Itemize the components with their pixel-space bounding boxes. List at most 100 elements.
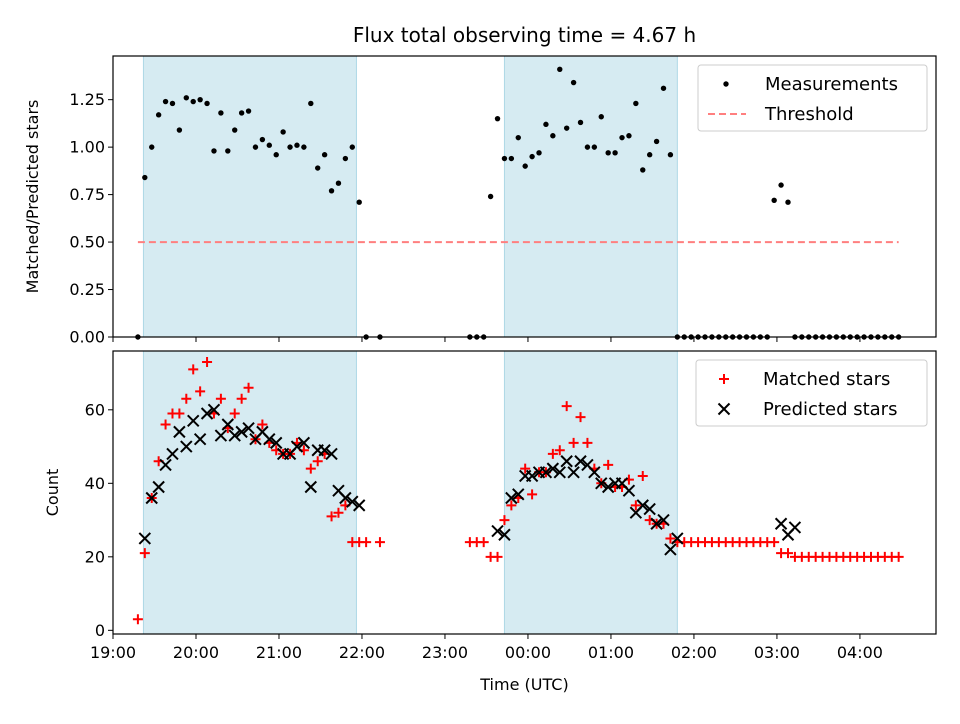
predicted-star-point (228, 429, 241, 442)
measurement-point (218, 110, 224, 116)
bottom-x-ticks: 19:00 20:00 21:00 22:00 23:00 00:00 01:00 02:00… (90, 634, 883, 662)
measurement-point (176, 127, 183, 133)
measurement-point (294, 142, 300, 148)
x-tick-label: 23:00 (422, 643, 468, 662)
matched-star-point (520, 463, 531, 474)
predicted-star-point (553, 466, 566, 479)
predicted-star-point (138, 532, 152, 545)
matched-star-point (478, 537, 489, 548)
y-tick-label: 0.00 (69, 328, 105, 347)
measurement-point (162, 98, 169, 105)
predicted-star-point (339, 491, 352, 505)
measurement-point (259, 136, 266, 143)
measurement-point (245, 108, 252, 114)
measurement-point (149, 144, 155, 150)
matched-star-point (630, 500, 641, 511)
predicted-star-point (774, 517, 788, 530)
shaded-span-0 (143, 56, 357, 337)
measurement-point (660, 85, 667, 91)
predicted-star-point (595, 477, 608, 490)
matched-star-point (326, 511, 337, 522)
predicted-star-point (214, 429, 228, 442)
top-y-ticks: 0.00 0.25 0.50 0.75 1.00 1.25 (69, 90, 113, 347)
predicted-star-point (560, 455, 573, 468)
predicted-star-point (505, 491, 518, 505)
matched-star-point (188, 364, 199, 375)
measurement-point (183, 95, 190, 101)
measurement-point (522, 163, 528, 169)
predicted-star-point (263, 433, 276, 446)
shaded-span-1 (504, 351, 678, 634)
predicted-star-point (788, 521, 802, 534)
chart-title: Flux total observing time = 4.67 h (353, 23, 696, 47)
matched-star-point (499, 515, 510, 526)
measurement-point (342, 155, 349, 162)
bottom-panel: 0 20 40 60 19:00 20:00 21:00 22:00 23:00 00:00 01… (43, 350, 937, 694)
matched-star-point (582, 437, 593, 448)
top-legend: Measurements Threshold (697, 64, 928, 132)
matched-star-point (305, 463, 316, 474)
matched-star-point (139, 548, 150, 559)
x-axis-label: Time (UTC) (479, 675, 568, 694)
measurement-point (204, 100, 210, 107)
measurement-point (225, 148, 231, 154)
measurement-point (308, 100, 314, 107)
legend-swatch-predicted (717, 402, 731, 416)
legend-label: Predicted stars (763, 399, 897, 420)
predicted-star-point (664, 543, 677, 556)
measurement-point (550, 133, 556, 139)
top-x-ticks (112, 337, 861, 342)
measurement-point (605, 150, 611, 156)
predicted-star-point (242, 421, 255, 435)
matched-star-point (568, 437, 579, 448)
predicted-star-point (318, 444, 331, 457)
measurement-point (315, 165, 321, 171)
measurement-point (356, 199, 362, 205)
predicted-star-point (636, 499, 649, 512)
matched-star-point (243, 382, 254, 393)
measurement-point (328, 188, 335, 194)
measurement-point (667, 152, 674, 158)
predicted-star-point (525, 469, 539, 483)
measurement-point (169, 100, 176, 107)
predicted-star-point (346, 495, 359, 508)
matched-star-point (195, 386, 206, 397)
measurement-point (619, 134, 625, 141)
predicted-star-point (297, 436, 311, 450)
predicted-star-point (574, 455, 587, 468)
measurement-point (557, 66, 563, 72)
matched-star-point (160, 419, 171, 430)
predicted-star-point (498, 528, 511, 541)
x-tick-label: 00:00 (505, 643, 551, 662)
predicted-star-point (235, 425, 248, 439)
measurement-point (287, 144, 293, 150)
bottom-legend: Matched stars Predicted stars (695, 359, 928, 427)
measurement-point (515, 134, 521, 141)
measurement-point (155, 112, 162, 118)
measurement-point (778, 182, 784, 188)
measurement-point (633, 100, 639, 107)
y-tick-label: 1.00 (69, 138, 105, 157)
x-tick-label: 20:00 (173, 643, 219, 662)
matched-star-point (202, 357, 213, 368)
predicted-star-point (588, 466, 601, 479)
measurement-point (584, 144, 591, 150)
matched-star-point (554, 445, 565, 456)
top-axes-frame (112, 55, 937, 338)
measurement-point (529, 153, 535, 160)
measurement-point (570, 79, 577, 86)
predicted-star-point (325, 447, 338, 461)
measurement-point (653, 138, 660, 145)
matched-star-point (782, 548, 793, 559)
measurement-point (266, 142, 273, 148)
predicted-star-point (193, 433, 207, 446)
matched-star-point (257, 419, 268, 430)
matched-star-point (132, 614, 143, 625)
measurement-point (494, 115, 501, 122)
measurement-point (487, 193, 494, 200)
predicted-star-point (304, 480, 318, 494)
predicted-star-point (512, 488, 525, 501)
measurement-point (335, 180, 342, 186)
x-tick-label: 21:00 (256, 643, 302, 662)
